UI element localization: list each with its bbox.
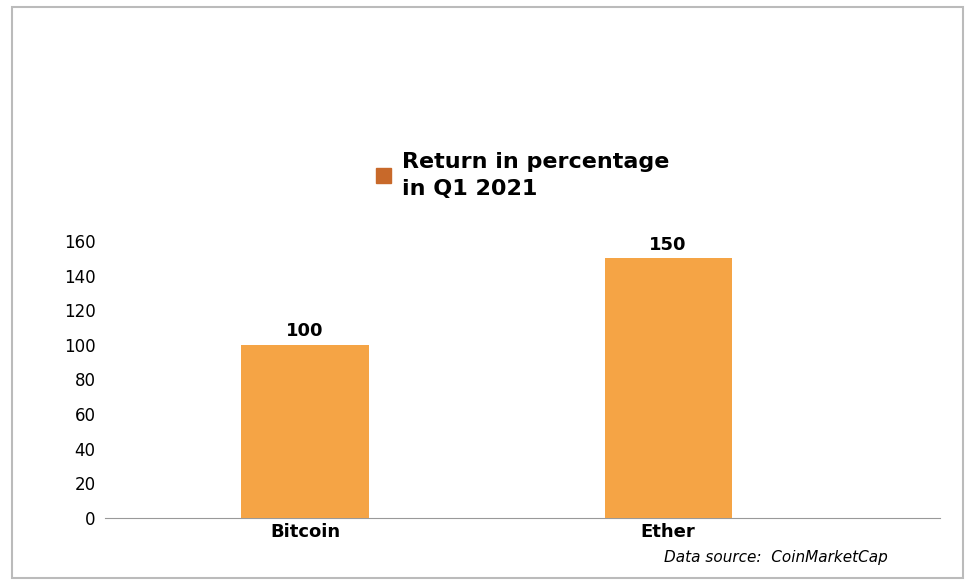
Text: Data source:  CoinMarketCap: Data source: CoinMarketCap	[664, 549, 887, 565]
Legend: Return in percentage
in Q1 2021: Return in percentage in Q1 2021	[376, 152, 669, 199]
Bar	[604, 258, 731, 518]
Text: 100: 100	[287, 322, 324, 340]
Bar	[242, 345, 369, 518]
Text: 150: 150	[649, 236, 686, 254]
